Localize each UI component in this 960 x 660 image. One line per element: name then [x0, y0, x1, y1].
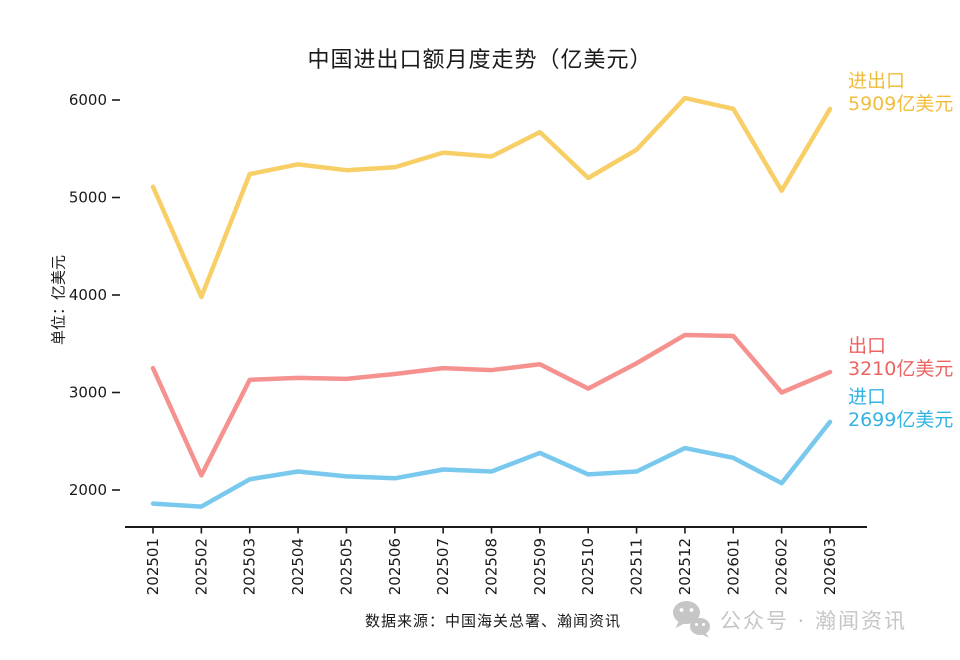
svg-text:202507: 202507 [434, 538, 452, 595]
svg-text:4000: 4000 [69, 286, 107, 304]
svg-text:202603: 202603 [821, 538, 839, 595]
svg-text:202510: 202510 [579, 538, 597, 595]
svg-text:2000: 2000 [69, 481, 107, 499]
svg-text:202512: 202512 [676, 538, 694, 595]
watermark: 公众号 · 瀚闻资讯 [670, 598, 907, 642]
svg-text:202502: 202502 [192, 538, 210, 595]
series-latest-value-import: 2699亿美元 [848, 409, 954, 431]
series-name-total: 进出口 [848, 70, 906, 92]
series-latest-value-total: 5909亿美元 [848, 93, 954, 115]
svg-text:202506: 202506 [386, 538, 404, 595]
svg-text:5000: 5000 [69, 189, 107, 207]
svg-text:202508: 202508 [483, 538, 501, 595]
svg-text:202511: 202511 [628, 538, 646, 595]
svg-text:202504: 202504 [289, 538, 307, 595]
series-label-export: 出口 3210亿美元 [848, 335, 953, 381]
svg-text:3000: 3000 [69, 384, 107, 402]
watermark-text: 公众号 · 瀚闻资讯 [720, 609, 908, 633]
wechat-icon [673, 601, 710, 638]
svg-text:202509: 202509 [531, 538, 549, 595]
series-name-import: 进口 [848, 386, 887, 408]
svg-text:202501: 202501 [144, 538, 162, 595]
svg-text:202505: 202505 [337, 538, 355, 595]
svg-text:202601: 202601 [724, 538, 742, 595]
series-name-export: 出口 [848, 335, 887, 357]
chart-title: 中国进出口额月度走势（亿美元） [307, 48, 653, 73]
svg-text:202602: 202602 [773, 538, 791, 595]
series-latest-value-export: 3210亿美元 [848, 358, 954, 380]
svg-text:202503: 202503 [241, 538, 259, 595]
series-label-import: 进口 2699亿美元 [848, 386, 953, 432]
data-source-note: 数据来源：中国海关总署、瀚闻资讯 [364, 612, 621, 630]
svg-text:6000: 6000 [69, 91, 107, 109]
series-label-total: 进出口 5909亿美元 [848, 70, 953, 116]
